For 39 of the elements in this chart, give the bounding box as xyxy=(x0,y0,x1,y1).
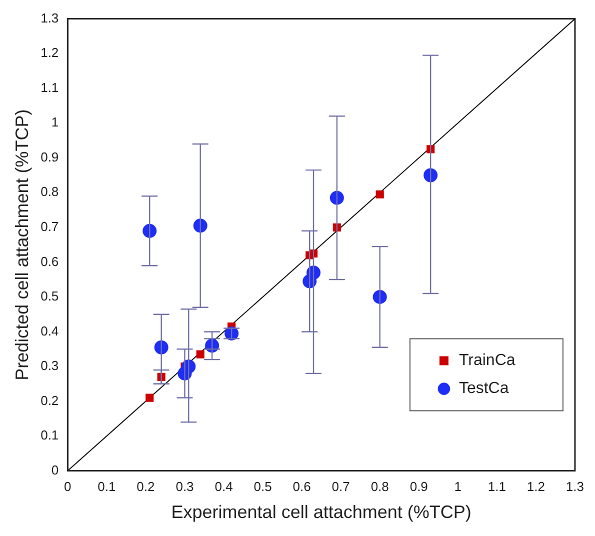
point xyxy=(146,394,154,402)
x-tick-label: 1.1 xyxy=(488,479,506,494)
x-tick-label: 1 xyxy=(454,479,462,494)
x-tick-label: 0.4 xyxy=(214,479,233,494)
x-tick-label: 0.8 xyxy=(370,479,389,494)
legend-label: TestCa xyxy=(458,380,509,398)
x-tick-label: 0.9 xyxy=(410,479,428,494)
y-tick-label: 0.6 xyxy=(40,254,59,269)
x-tick-label: 1.2 xyxy=(526,479,545,494)
point xyxy=(330,190,344,205)
y-tick-label: 0.1 xyxy=(40,428,59,443)
y-tick-label: 0.7 xyxy=(40,218,59,234)
x-tick-label: 0.1 xyxy=(98,479,116,494)
y-tick-label: 1.2 xyxy=(40,45,59,60)
y-tick-label: 0 xyxy=(51,462,59,478)
y-tick-label: 0.5 xyxy=(40,288,59,304)
y-axis-title: Predicted cell attachment (%TCP) xyxy=(12,109,32,380)
x-tick-label: 1.3 xyxy=(566,479,584,494)
x-axis-title: Experimental cell attachment (%TCP) xyxy=(171,502,472,522)
y-tick-label: 0.4 xyxy=(40,323,59,338)
y-tick-label: 1.1 xyxy=(40,80,59,95)
y-tick-label: 1 xyxy=(51,114,59,130)
y-tick-label: 0.8 xyxy=(40,184,59,200)
point xyxy=(142,224,157,238)
y-tick-label: 1.3 xyxy=(40,10,59,26)
x-tick-label: 0 xyxy=(64,479,72,494)
x-tick-label: 0.5 xyxy=(254,479,272,494)
x-tick-label: 0.2 xyxy=(136,479,155,494)
point xyxy=(376,190,384,198)
x-tick-label: 0.3 xyxy=(176,479,194,494)
point xyxy=(196,350,204,358)
x-tick-label: 0.7 xyxy=(332,479,350,494)
y-tick-label: 0.2 xyxy=(40,392,59,408)
point xyxy=(372,290,387,304)
y-tick-label: 0.3 xyxy=(40,358,59,374)
legend-label: TrainCa xyxy=(458,352,516,370)
point xyxy=(424,168,438,182)
x-tick-label: 0.6 xyxy=(292,479,311,494)
y-tick-label: 0.9 xyxy=(40,149,59,164)
